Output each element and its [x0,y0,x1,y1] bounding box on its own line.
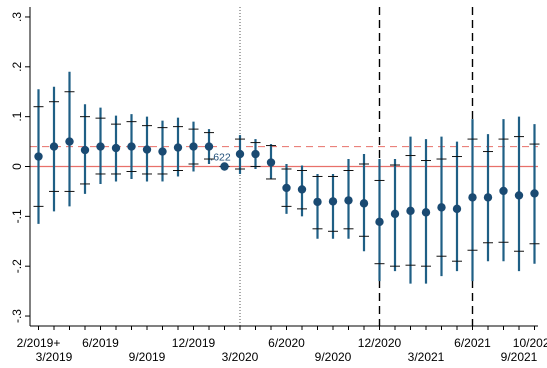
x-tick-label: 6/2020 [268,336,305,350]
x-tick-label: 12/2019 [172,336,216,350]
x-tick-label: 3/2019 [36,350,73,364]
x-tick-label: 9/2020 [315,350,352,364]
data-point [468,193,477,202]
data-point [266,158,276,167]
y-tick-label: -.3 [10,309,24,323]
data-point [359,199,369,208]
annotation-label: .622 [210,152,231,164]
data-point [328,197,338,206]
data-point [313,197,322,207]
data-point [49,142,59,151]
axes: .3 .2 .1 0 -.1 -.2 -.3 2/2019+3/2019 6/2019 9/201… [10,7,547,364]
data-point [251,149,260,159]
data-point [96,142,105,151]
x-tick-label: 9/2019 [129,350,166,364]
y-tick-label: .3 [10,12,24,22]
data-point [111,143,121,153]
data-point [375,217,384,227]
data-point [204,142,214,151]
x-tick-label: 10/2021 [513,336,547,350]
data-point [127,142,136,151]
data-point [220,162,229,171]
x-tick-label: 2/2019+ [17,336,61,350]
x-tick-label: 9/2021 [501,350,538,364]
data-point [483,193,493,202]
x-tick-label: 6/2019 [82,336,119,350]
data-series [33,71,540,284]
data-point [189,142,198,151]
data-point [390,209,400,219]
y-tick-label: .2 [10,61,24,71]
annotations: .622 [210,152,231,164]
data-point [80,145,90,155]
data-point [344,196,353,205]
data-point [34,152,43,161]
data-point [421,208,431,217]
x-tick-label: 3/2020 [222,350,259,364]
data-point [235,149,245,159]
data-point [282,183,291,193]
data-point [173,143,183,152]
y-tick-label: .1 [10,111,24,121]
x-tick-label: 3/2021 [408,350,445,364]
data-point [437,203,446,212]
data-point [158,147,167,156]
x-tick-label: 12/2020 [358,336,402,350]
data-point [452,204,462,214]
data-point [142,145,152,154]
data-point [514,191,524,200]
x-tick-label: 6/2021 [454,336,491,350]
y-tick-label: -.1 [10,209,24,223]
data-point [65,137,74,146]
data-point [297,185,307,194]
data-point [499,186,508,196]
y-tick-label: 0 [10,163,24,170]
y-tick-label: -.2 [10,259,24,273]
data-point [406,206,415,216]
data-point [530,189,539,198]
